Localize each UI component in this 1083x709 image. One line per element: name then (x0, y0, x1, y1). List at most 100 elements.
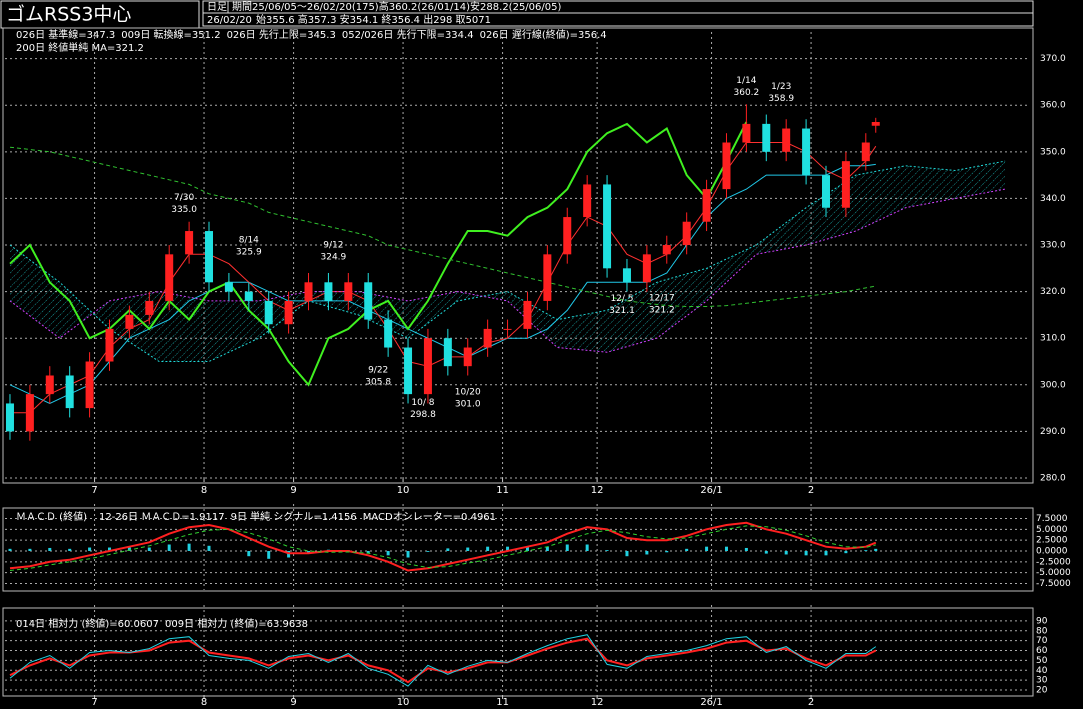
x-tick-label: 8 (201, 697, 207, 708)
histogram-bar (784, 551, 788, 555)
candle-body (384, 319, 393, 348)
candle-body (344, 282, 353, 301)
y-tick-label: 7.5000 (1036, 514, 1068, 524)
candle-body (503, 328, 512, 330)
y-tick-label: 330.0 (1040, 241, 1066, 251)
series-line (9, 634, 877, 687)
histogram-bar (764, 551, 768, 554)
candle-body (483, 328, 492, 348)
candle-body (244, 291, 253, 301)
histogram-bar (625, 551, 629, 557)
histogram-bar (724, 546, 728, 551)
histogram-bar (506, 546, 510, 551)
histogram-bar (366, 551, 370, 554)
histogram-bar (804, 551, 808, 556)
candle-body (563, 217, 572, 255)
histogram-bar (307, 551, 311, 554)
candle-body (304, 282, 313, 301)
y-tick-label: 30 (1036, 676, 1048, 686)
histogram-bar (645, 551, 649, 555)
annotation-date: 12/ 5 (610, 294, 633, 304)
candle-body (45, 375, 54, 395)
histogram-bar (147, 547, 151, 551)
y-tick-label: 370.0 (1040, 54, 1066, 64)
candle-body (165, 254, 174, 301)
series-line (9, 521, 877, 572)
timeframe: 日足 (207, 1, 227, 13)
candle-body (861, 142, 870, 162)
candle-body (65, 375, 74, 409)
candle-body (603, 184, 612, 269)
histogram-bar (167, 544, 171, 551)
histogram-bar (88, 547, 92, 551)
legend-entry: 026日 先行上限=345.3 (227, 28, 336, 41)
x-tick-label: 2 (808, 697, 814, 708)
annotation-value: 324.9 (321, 252, 347, 262)
annotation-date: 10/20 (455, 388, 481, 398)
legend-entry: MACDオシレーター=0.4961 (363, 511, 496, 523)
histogram-bar (525, 546, 529, 551)
annotation-value: 321.2 (649, 306, 675, 316)
candle-body (443, 338, 452, 367)
candle-body (782, 128, 791, 152)
x-tick-label: 7 (91, 697, 97, 708)
annotation-date: 1/14 (736, 76, 756, 86)
series-line (9, 637, 877, 684)
candle-body (742, 123, 751, 143)
histogram-bar (386, 551, 390, 556)
panel-title: ＭＡＣＤ (終値) (16, 510, 87, 523)
annotation-value: 358.9 (768, 94, 794, 104)
y-tick-label: 350.0 (1040, 147, 1066, 157)
candle-body (682, 221, 691, 246)
candle-body (25, 394, 34, 432)
candle-body (125, 314, 134, 329)
histogram-bar (187, 543, 191, 551)
histogram-bar (605, 550, 609, 551)
y-tick-label: 320.0 (1040, 287, 1066, 297)
histogram-bar (545, 546, 549, 551)
annotation-value: 301.0 (455, 400, 481, 410)
annotation-value: 321.1 (609, 306, 635, 316)
x-tick-label: 12 (591, 485, 604, 496)
candle-body (543, 254, 552, 301)
annotation-value: 298.8 (410, 410, 436, 420)
histogram-bar (874, 548, 878, 551)
histogram-bar (744, 547, 748, 551)
x-tick-label: 10 (397, 485, 410, 496)
y-tick-label: 90 (1036, 616, 1048, 626)
period: 期間25/06/05～26/02/20(175)高360.2(26/01/14)… (232, 0, 561, 13)
x-tick-label: 9 (290, 485, 296, 496)
candle-body (105, 328, 114, 362)
histogram-bar (426, 551, 430, 552)
annotation-date: 9/12 (323, 240, 343, 250)
last-ohlc: 始355.6 高357.3 安354.1 終356.4 出298 取5071 (256, 13, 491, 26)
candle-body (583, 184, 592, 218)
legend-entry: 026日 基準線=347.3 (16, 28, 115, 41)
y-tick-label: 280.0 (1040, 474, 1066, 484)
y-tick-label: 70 (1036, 636, 1048, 646)
x-tick-label: 26/1 (700, 697, 722, 708)
histogram-bar (565, 544, 569, 551)
candle-body (871, 122, 880, 126)
histogram-bar (486, 546, 490, 551)
candle-body (5, 403, 14, 432)
y-tick-label: 0.0000 (1036, 547, 1068, 557)
annotation-value: 305.8 (365, 377, 391, 387)
candle-body (702, 189, 711, 222)
y-tick-label: 2.5000 (1036, 536, 1068, 546)
histogram-bar (287, 551, 291, 558)
y-tick-label: 360.0 (1040, 101, 1066, 111)
y-tick-label: -5.0000 (1036, 568, 1071, 578)
histogram-bar (466, 547, 470, 551)
x-tick-label: 2 (808, 485, 814, 496)
candle-body (821, 175, 830, 208)
legend-entry: 200日 終値単純 MA=321.2 (16, 41, 144, 54)
candle-body (404, 347, 413, 395)
annotation-value: 325.9 (236, 248, 262, 258)
histogram-bar (267, 551, 271, 559)
y-tick-label: 5.0000 (1036, 525, 1068, 535)
y-tick-label: -7.5000 (1036, 579, 1071, 589)
histogram-bar (8, 548, 12, 551)
x-tick-label: 9 (290, 697, 296, 708)
candle-body (85, 361, 94, 409)
